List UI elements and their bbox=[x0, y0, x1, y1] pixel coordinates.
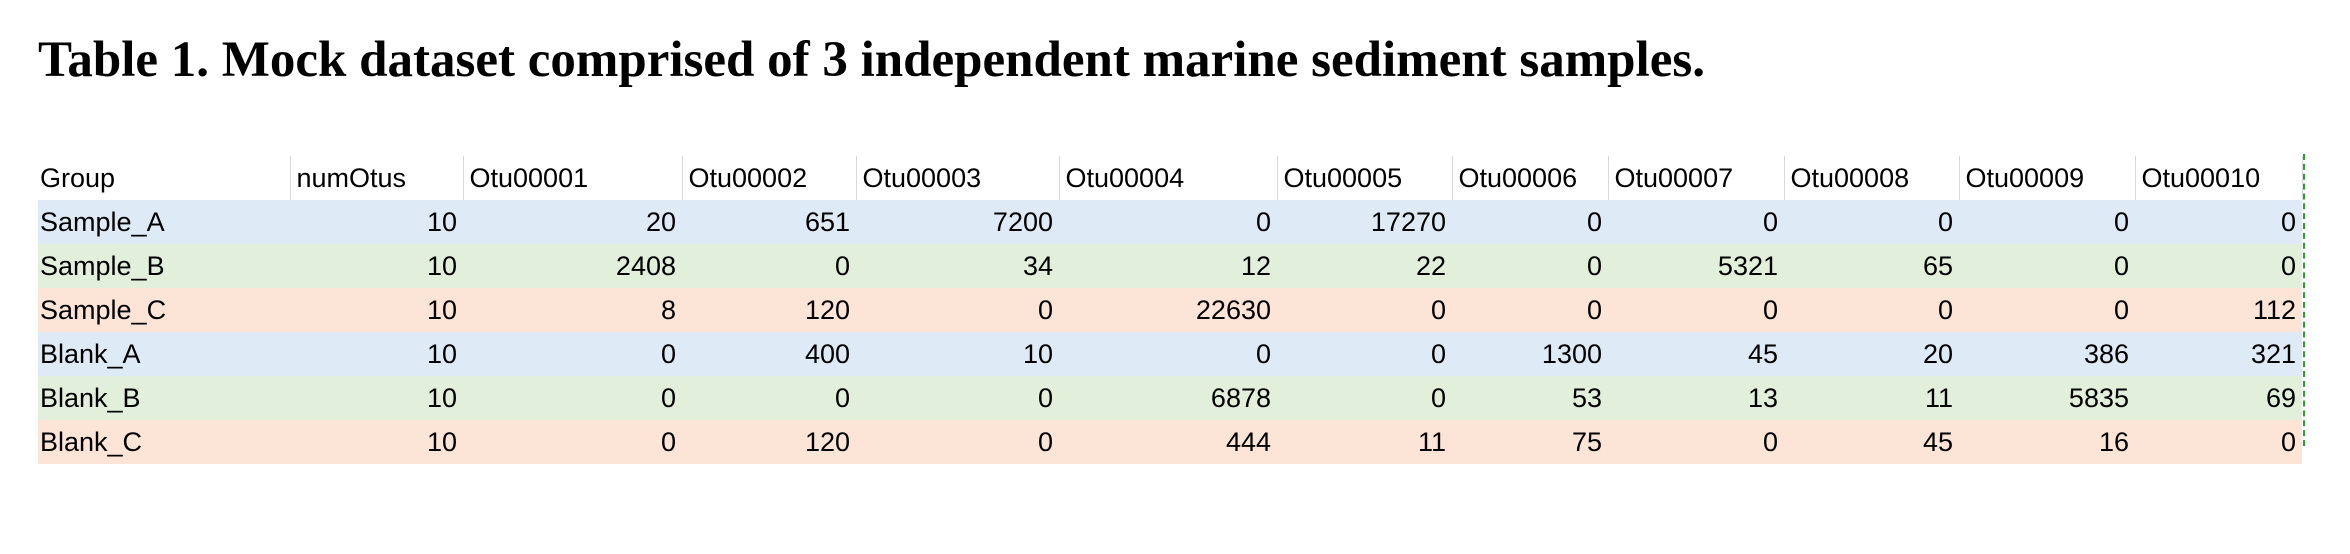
data-table: Group numOtus Otu00001 Otu00002 Otu00003… bbox=[38, 156, 2303, 464]
table-cell[interactable]: 321 bbox=[2135, 332, 2302, 376]
table-cell[interactable]: 0 bbox=[682, 376, 856, 420]
table-cell[interactable]: 6878 bbox=[1059, 376, 1277, 420]
table-row: Blank_B 10 0 0 0 6878 0 53 13 11 5835 69 bbox=[38, 376, 2302, 420]
table-cell[interactable]: 0 bbox=[1277, 376, 1452, 420]
spreadsheet-table: Group numOtus Otu00001 Otu00002 Otu00003… bbox=[38, 156, 2303, 464]
column-header-otu00006[interactable]: Otu00006 bbox=[1452, 156, 1609, 200]
table-row: Sample_C 10 8 120 0 22630 0 0 0 0 0 112 bbox=[38, 288, 2302, 332]
table-cell[interactable]: 0 bbox=[682, 244, 856, 288]
column-header-otu00009[interactable]: Otu00009 bbox=[1959, 156, 2136, 200]
table-cell[interactable]: 0 bbox=[1277, 332, 1452, 376]
header-row: Group numOtus Otu00001 Otu00002 Otu00003… bbox=[38, 156, 2303, 200]
table-cell[interactable]: 20 bbox=[463, 200, 682, 244]
table-cell[interactable]: Sample_A bbox=[38, 200, 290, 244]
table-cell[interactable]: 10 bbox=[290, 376, 463, 420]
table-cell[interactable]: 0 bbox=[463, 332, 682, 376]
table-cell[interactable]: 11 bbox=[1784, 376, 1959, 420]
table-cell[interactable]: 5321 bbox=[1608, 244, 1784, 288]
table-cell[interactable]: 10 bbox=[290, 332, 463, 376]
table-cell[interactable]: 34 bbox=[856, 244, 1059, 288]
table-cell[interactable]: 0 bbox=[463, 420, 682, 464]
table-cell[interactable]: 0 bbox=[856, 288, 1059, 332]
table-cell[interactable]: 386 bbox=[1959, 332, 2135, 376]
column-header-numotus[interactable]: numOtus bbox=[290, 156, 464, 200]
table-cell[interactable]: 7200 bbox=[856, 200, 1059, 244]
table-cell[interactable]: 11 bbox=[1277, 420, 1452, 464]
table-cell[interactable]: 10 bbox=[290, 420, 463, 464]
table-cell[interactable]: Blank_A bbox=[38, 332, 290, 376]
column-header-otu00002[interactable]: Otu00002 bbox=[682, 156, 857, 200]
table-cell[interactable]: 75 bbox=[1452, 420, 1608, 464]
table-cell[interactable]: 0 bbox=[1784, 200, 1959, 244]
table-caption: Table 1. Mock dataset comprised of 3 ind… bbox=[38, 32, 1705, 88]
table-cell[interactable]: Blank_C bbox=[38, 420, 290, 464]
table-cell[interactable]: 13 bbox=[1608, 376, 1784, 420]
table-cell[interactable]: 651 bbox=[682, 200, 856, 244]
table-cell[interactable]: 8 bbox=[463, 288, 682, 332]
table-cell[interactable]: 16 bbox=[1959, 420, 2135, 464]
column-header-otu00004[interactable]: Otu00004 bbox=[1059, 156, 1278, 200]
table-cell[interactable]: 0 bbox=[1452, 200, 1608, 244]
table-cell[interactable]: 10 bbox=[290, 200, 463, 244]
column-header-otu00008[interactable]: Otu00008 bbox=[1784, 156, 1960, 200]
table-cell[interactable]: 0 bbox=[1452, 244, 1608, 288]
table-cell[interactable]: 69 bbox=[2135, 376, 2302, 420]
table-cell[interactable]: 0 bbox=[1059, 200, 1277, 244]
table-cell[interactable]: 0 bbox=[1608, 288, 1784, 332]
table-row: Blank_C 10 0 120 0 444 11 75 0 45 16 0 bbox=[38, 420, 2302, 464]
table-cell[interactable]: 22 bbox=[1277, 244, 1452, 288]
table-cell[interactable]: 0 bbox=[1959, 200, 2135, 244]
table-cell[interactable]: 400 bbox=[682, 332, 856, 376]
table-cell[interactable]: 17270 bbox=[1277, 200, 1452, 244]
table-cell[interactable]: 10 bbox=[290, 288, 463, 332]
table-cell[interactable]: 0 bbox=[2135, 200, 2302, 244]
table-cell[interactable]: 10 bbox=[856, 332, 1059, 376]
column-header-otu00010[interactable]: Otu00010 bbox=[2135, 156, 2303, 200]
table-cell[interactable]: Blank_B bbox=[38, 376, 290, 420]
table-cell[interactable]: 5835 bbox=[1959, 376, 2135, 420]
table-cell[interactable]: 0 bbox=[1959, 288, 2135, 332]
page-break-marker bbox=[2303, 154, 2305, 446]
table-cell[interactable]: 444 bbox=[1059, 420, 1277, 464]
table-cell[interactable]: 12 bbox=[1059, 244, 1277, 288]
table-cell[interactable]: 45 bbox=[1784, 420, 1959, 464]
table-row: Sample_A 10 20 651 7200 0 17270 0 0 0 0 … bbox=[38, 200, 2302, 244]
column-header-otu00007[interactable]: Otu00007 bbox=[1608, 156, 1785, 200]
table-cell[interactable]: 120 bbox=[682, 420, 856, 464]
table-cell[interactable]: 0 bbox=[1959, 244, 2135, 288]
table-cell[interactable]: 2408 bbox=[463, 244, 682, 288]
table-cell[interactable]: 1300 bbox=[1452, 332, 1608, 376]
table-cell[interactable]: 0 bbox=[1608, 200, 1784, 244]
table-cell[interactable]: Sample_B bbox=[38, 244, 290, 288]
table-cell[interactable]: 53 bbox=[1452, 376, 1608, 420]
table-cell[interactable]: 0 bbox=[856, 420, 1059, 464]
table-row: Sample_B 10 2408 0 34 12 22 0 5321 65 0 … bbox=[38, 244, 2302, 288]
table-cell[interactable]: 0 bbox=[1452, 288, 1608, 332]
table-cell[interactable]: 0 bbox=[856, 376, 1059, 420]
table-cell[interactable]: 0 bbox=[1277, 288, 1452, 332]
table-cell[interactable]: 10 bbox=[290, 244, 463, 288]
table-cell[interactable]: 0 bbox=[1059, 332, 1277, 376]
table-row: Blank_A 10 0 400 10 0 0 1300 45 20 386 3… bbox=[38, 332, 2302, 376]
table-cell[interactable]: 0 bbox=[463, 376, 682, 420]
column-header-otu00005[interactable]: Otu00005 bbox=[1277, 156, 1453, 200]
table-cell[interactable]: 22630 bbox=[1059, 288, 1277, 332]
column-header-group[interactable]: Group bbox=[38, 156, 291, 200]
column-header-otu00001[interactable]: Otu00001 bbox=[463, 156, 683, 200]
table-cell[interactable]: Sample_C bbox=[38, 288, 290, 332]
table-cell[interactable]: 112 bbox=[2135, 288, 2302, 332]
column-header-otu00003[interactable]: Otu00003 bbox=[856, 156, 1060, 200]
table-cell[interactable]: 20 bbox=[1784, 332, 1959, 376]
table-cell[interactable]: 0 bbox=[1608, 420, 1784, 464]
table-cell[interactable]: 120 bbox=[682, 288, 856, 332]
table-cell[interactable]: 0 bbox=[2135, 244, 2302, 288]
table-cell[interactable]: 45 bbox=[1608, 332, 1784, 376]
table-cell[interactable]: 65 bbox=[1784, 244, 1959, 288]
table-cell[interactable]: 0 bbox=[1784, 288, 1959, 332]
table-cell[interactable]: 0 bbox=[2135, 420, 2302, 464]
